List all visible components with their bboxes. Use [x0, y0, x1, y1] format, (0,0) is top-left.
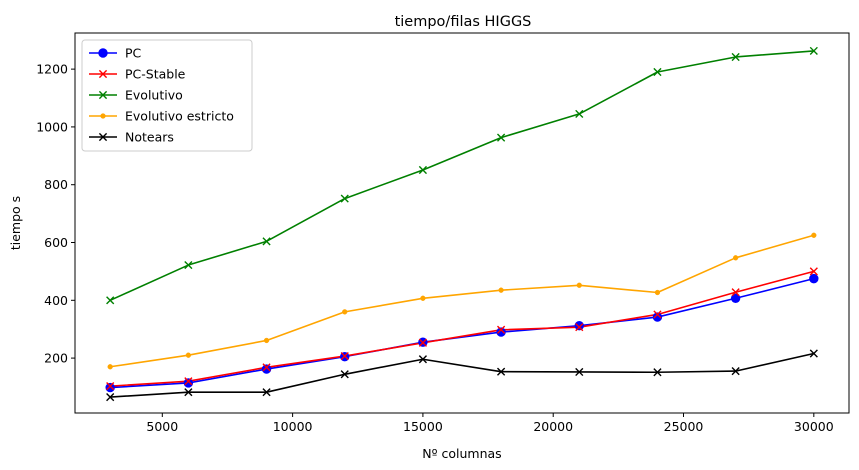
- series-line-evolutivo: [109, 50, 814, 302]
- legend-label-evolutivo: Evolutivo: [125, 88, 183, 103]
- legend-marker-evolutivo: [98, 90, 108, 100]
- series-line-pc-stable: [110, 270, 815, 387]
- data-point-notears: [496, 367, 506, 376]
- y-axis-label: tiempo s: [8, 196, 23, 250]
- plot-lines: [109, 50, 815, 398]
- data-point-pc-stable: [262, 363, 271, 372]
- data-point-evolutivo-estricto: [498, 287, 504, 293]
- data-point-notears: [340, 370, 349, 379]
- data-point-pc: [496, 327, 506, 337]
- data-point-evolutivo: [340, 194, 349, 203]
- series-markers-evolutivo-estricto: [107, 232, 817, 370]
- data-point-pc: [261, 364, 272, 374]
- data-point-pc-stable: [106, 382, 115, 391]
- legend: PC PC-Stable Evolutivo Evolutivo estricto No…: [81, 39, 253, 152]
- data-point-pc-stable: [496, 325, 506, 334]
- series-markers-evolutivo: [106, 46, 818, 305]
- data-point-evolutivo-estricto: [107, 364, 113, 370]
- data-point-evolutivo: [262, 237, 271, 246]
- data-point-notears: [575, 367, 584, 377]
- data-point-evolutivo: [731, 52, 740, 62]
- data-point-pc-stable: [575, 323, 584, 332]
- y-tick-label: 600: [44, 235, 68, 250]
- data-point-notears: [653, 368, 662, 377]
- data-point-pc: [105, 382, 115, 393]
- data-point-pc: [183, 378, 194, 388]
- x-axis-ticks: 5000 10000 15000 20000 25000 30000: [146, 413, 834, 434]
- data-point-notears: [418, 355, 428, 364]
- y-tick-label: 800: [44, 177, 68, 192]
- chart-title: tiempo/filas HIGGS: [395, 14, 532, 30]
- data-point-evolutivo: [653, 67, 662, 77]
- data-point-evolutivo-estricto: [263, 337, 270, 344]
- y-tick-label: 1200: [36, 62, 68, 77]
- series-markers-pc-stable: [106, 267, 818, 391]
- data-point-evolutivo-estricto: [576, 282, 582, 288]
- data-point-notears: [809, 349, 818, 358]
- series-line-pc: [110, 277, 815, 389]
- data-point-pc-stable: [653, 310, 662, 319]
- data-point-evolutivo-estricto: [654, 289, 661, 296]
- data-point-notears: [262, 388, 271, 397]
- series-markers-notears: [106, 349, 818, 402]
- series-line-evolutivo-estricto: [110, 234, 815, 368]
- data-point-evolutivo: [106, 296, 115, 305]
- data-point-evolutivo-estricto: [342, 309, 348, 315]
- data-point-evolutivo: [184, 260, 193, 270]
- data-point-evolutivo: [809, 46, 818, 56]
- data-point-evolutivo-estricto: [185, 352, 192, 358]
- legend-marker-pc-stable: [98, 69, 108, 79]
- data-point-pc: [730, 293, 741, 303]
- x-axis-label: Nº columnas: [422, 446, 501, 461]
- data-point-pc-stable: [731, 288, 740, 297]
- legend-label-notears: Notears: [125, 130, 174, 145]
- data-point-notears: [184, 388, 193, 397]
- y-axis-ticks: 200 400 600 800 1000 1200: [36, 62, 75, 366]
- plot-frame: [74, 32, 850, 414]
- series-line-notears: [110, 352, 814, 398]
- x-tick-label: 15000: [403, 419, 443, 434]
- x-tick-label: 30000: [794, 419, 834, 434]
- data-point-evolutivo: [575, 109, 584, 119]
- legend-marker-pc: [98, 48, 108, 58]
- data-point-pc: [809, 273, 819, 284]
- data-point-notears: [731, 367, 740, 376]
- legend-marker-notears: [98, 132, 108, 142]
- data-point-evolutivo-estricto: [420, 295, 426, 301]
- legend-label-pc-stable: PC-Stable: [125, 67, 186, 82]
- data-point-evolutivo: [496, 133, 506, 142]
- x-tick-label: 5000: [146, 419, 178, 434]
- data-point-pc-stable: [418, 338, 428, 347]
- data-point-evolutivo-estricto: [732, 255, 739, 261]
- legend-marker-evolutivo-estricto: [100, 113, 106, 119]
- data-point-pc: [574, 321, 584, 331]
- data-point-notears: [106, 393, 115, 402]
- data-point-pc-stable: [340, 351, 349, 361]
- y-tick-label: 1000: [36, 119, 68, 134]
- y-tick-label: 400: [44, 293, 68, 308]
- data-point-pc: [652, 312, 663, 322]
- data-point-pc-stable: [809, 267, 818, 276]
- legend-label-evolutivo-estricto: Evolutivo estricto: [125, 109, 234, 124]
- data-point-evolutivo-estricto: [811, 232, 817, 238]
- y-tick-label: 200: [44, 351, 68, 366]
- x-tick-label: 25000: [664, 419, 704, 434]
- legend-label-pc: PC: [125, 46, 142, 61]
- data-point-evolutivo: [418, 165, 428, 175]
- legend-box: [81, 39, 253, 152]
- x-tick-label: 20000: [533, 419, 573, 434]
- plot-markers: [105, 46, 819, 402]
- data-point-pc-stable: [184, 377, 193, 386]
- x-tick-label: 10000: [273, 419, 313, 434]
